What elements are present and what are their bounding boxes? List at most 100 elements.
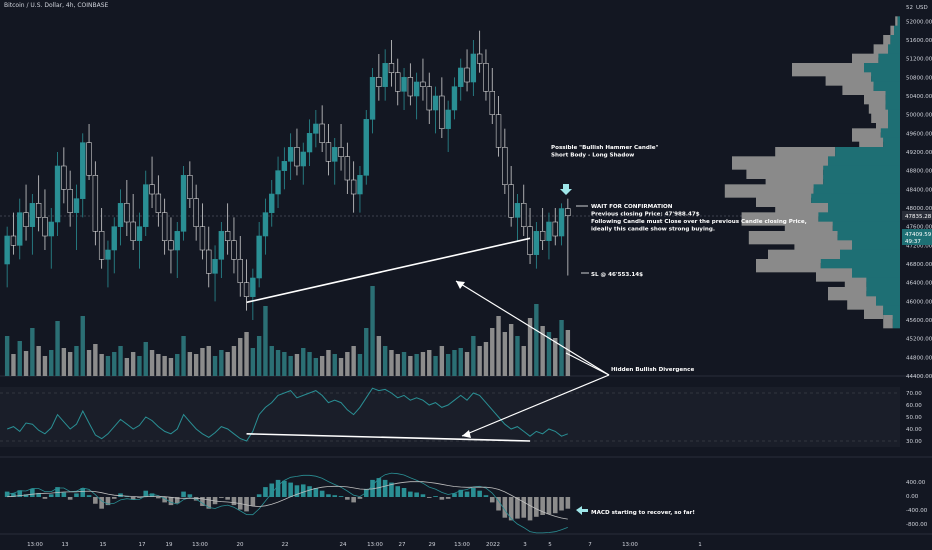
profile-bar-up bbox=[897, 16, 900, 30]
macd-histogram-bar bbox=[181, 491, 186, 497]
volume-bar bbox=[93, 344, 98, 376]
macd-histogram-bar bbox=[225, 497, 230, 500]
macd-histogram-bar bbox=[269, 483, 275, 497]
macd-histogram-bar bbox=[118, 493, 123, 497]
rsi-tick-label: 40.00 bbox=[906, 427, 922, 433]
volume-bar bbox=[307, 352, 312, 376]
volume-bar bbox=[67, 352, 73, 376]
volume-bar bbox=[433, 356, 438, 376]
volume-bar bbox=[313, 358, 319, 376]
volume-bar bbox=[376, 336, 382, 376]
divergence-arrow-tail bbox=[565, 352, 610, 376]
macd-histogram-bar bbox=[282, 480, 287, 497]
time-tick-label: 13:00 bbox=[622, 542, 638, 548]
macd-histogram-bar bbox=[193, 497, 199, 501]
candle-body bbox=[231, 240, 237, 260]
price-tick-label: 49600.00 bbox=[906, 131, 932, 137]
macd-histogram-bar bbox=[534, 497, 539, 517]
time-tick-label: 27 bbox=[399, 542, 406, 548]
volume-bar bbox=[546, 332, 552, 376]
volume-bar bbox=[74, 346, 79, 376]
macd-histogram-bar bbox=[17, 490, 23, 497]
macd-histogram-bar bbox=[307, 486, 312, 497]
volume-bar bbox=[351, 346, 356, 376]
macd-histogram-bar bbox=[168, 497, 174, 506]
current-price-badge bbox=[902, 211, 932, 220]
time-tick-label: 1 bbox=[698, 542, 702, 548]
macd-histogram-bar bbox=[105, 497, 111, 506]
volume-bar bbox=[483, 342, 489, 376]
macd-histogram-bar bbox=[439, 497, 445, 500]
volume-bar bbox=[36, 346, 41, 376]
candle-body bbox=[382, 63, 388, 87]
candle-body bbox=[218, 231, 225, 260]
macd-panel bbox=[4, 472, 571, 534]
price-tick-label: 45200.00 bbox=[906, 337, 932, 343]
price-tick-label: 50800.00 bbox=[906, 75, 932, 81]
candle-body bbox=[300, 151, 306, 167]
price-tick-label: 47600.00 bbox=[906, 225, 932, 231]
macd-tick-label: -800.00 bbox=[906, 522, 928, 528]
currency-label: USD bbox=[916, 5, 928, 11]
current-price-secondary: 47409.59 bbox=[905, 232, 932, 238]
candle-body bbox=[508, 184, 514, 218]
candle-body bbox=[193, 198, 199, 227]
macd-histogram-bar bbox=[80, 488, 86, 497]
macd-histogram-bar bbox=[93, 497, 98, 504]
candle-body bbox=[445, 109, 451, 129]
volume-bar bbox=[112, 352, 117, 376]
volume-bar bbox=[80, 316, 85, 376]
candle-body bbox=[432, 95, 439, 111]
volume-bar bbox=[559, 320, 564, 376]
macd-histogram-bar bbox=[244, 497, 249, 512]
time-tick-label: 13:00 bbox=[454, 542, 470, 548]
macd-histogram-bar bbox=[357, 497, 363, 499]
volume-bar bbox=[250, 348, 256, 376]
candle-body bbox=[256, 235, 262, 279]
time-tick-label: 5 bbox=[548, 542, 552, 548]
candle-body bbox=[451, 86, 458, 111]
price-tick-label: 48000.00 bbox=[906, 206, 932, 212]
volume-bar bbox=[11, 354, 16, 376]
candle-body bbox=[357, 175, 363, 195]
macd-histogram-bar bbox=[275, 479, 281, 497]
candle-body bbox=[212, 259, 218, 274]
macd-histogram-bar bbox=[294, 485, 300, 497]
macd-histogram-bar bbox=[382, 479, 388, 497]
volume-bar bbox=[61, 348, 67, 376]
macd-histogram-bar bbox=[156, 497, 161, 499]
macd-histogram-bar bbox=[124, 496, 130, 497]
candle-body bbox=[483, 63, 489, 92]
candle-body bbox=[174, 231, 180, 251]
volume-bar bbox=[231, 346, 237, 376]
macd-histogram-bar bbox=[42, 497, 48, 499]
time-tick-label: 7 bbox=[588, 542, 592, 548]
volume-bar bbox=[553, 338, 558, 376]
candle-body bbox=[250, 277, 256, 297]
candle-body bbox=[117, 203, 124, 227]
confirm-note-line: Following Candle must Close over the pre… bbox=[591, 219, 807, 225]
macd-histogram-bar bbox=[300, 484, 306, 497]
profile-bar-up bbox=[892, 315, 900, 329]
volume-bar bbox=[86, 350, 92, 376]
candle-body bbox=[369, 77, 376, 120]
candle-body bbox=[401, 77, 407, 92]
time-tick-label: 13:00 bbox=[367, 542, 383, 548]
candle-body bbox=[306, 133, 313, 153]
volume-profile bbox=[724, 16, 900, 329]
confirm-note-line: WAIT FOR CONFIRMATION bbox=[591, 204, 673, 210]
volume-bar bbox=[382, 346, 388, 376]
price-tick-label: 44400.00 bbox=[906, 374, 932, 380]
profile-bar-up bbox=[894, 25, 900, 39]
macd-histogram-bar bbox=[559, 497, 564, 511]
volume-bar bbox=[326, 350, 331, 376]
axes: 52000.0051600.0051200.0050800.0050400.00… bbox=[27, 5, 932, 548]
price-top-label: 52 bbox=[906, 5, 913, 11]
profile-bar-down bbox=[756, 259, 821, 273]
macd-histogram-bar bbox=[389, 482, 394, 497]
macd-histogram-bar bbox=[401, 488, 407, 497]
volume-bar bbox=[527, 318, 533, 376]
time-tick-label: 17 bbox=[139, 542, 146, 548]
volume-bar bbox=[477, 346, 482, 376]
